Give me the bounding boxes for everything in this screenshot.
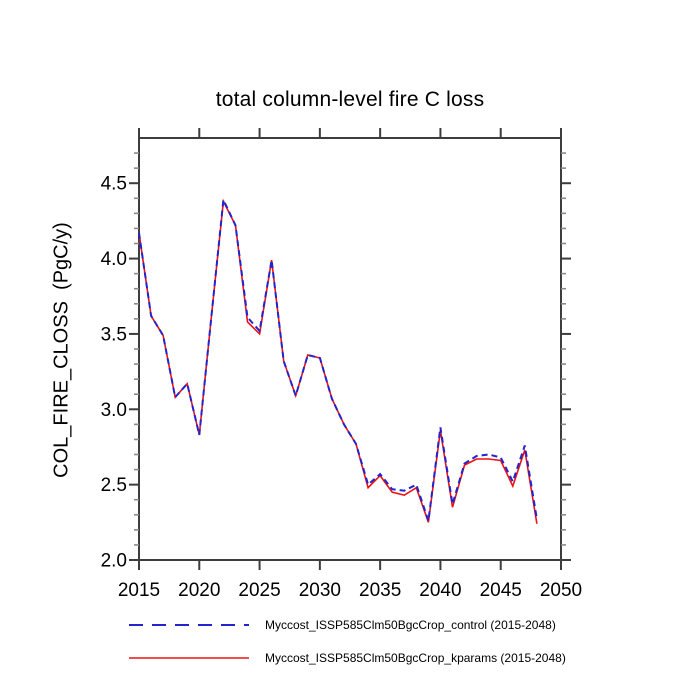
y-tick-label: 4.0: [101, 249, 127, 270]
x-tick-label: 2030: [299, 580, 341, 601]
legend-item-control: Myccost_ISSP585Clm50BgcCrop_control (201…: [128, 617, 556, 633]
x-tick-label: 2035: [359, 580, 401, 601]
y-tick-label: 4.5: [101, 174, 127, 195]
y-tick-label: 3.0: [101, 400, 127, 421]
plot-frame: [138, 137, 562, 561]
series-line-kparams: [138, 198, 538, 524]
y-tick-label: 3.5: [101, 324, 127, 345]
legend-label-control: Myccost_ISSP585Clm50BgcCrop_control (201…: [265, 618, 556, 632]
legend-label-kparams: Myccost_ISSP585Clm50BgcCrop_kparams (201…: [265, 651, 566, 665]
legend-line-dashed-blue: [129, 624, 249, 626]
y-tick-label: 2.5: [101, 475, 127, 496]
legend-line-solid-red: [129, 657, 249, 659]
y-tick-label: 2.0: [101, 551, 127, 572]
x-tick-label: 2045: [480, 580, 522, 601]
x-tick-label: 2025: [238, 580, 280, 601]
x-tick-label: 2050: [540, 580, 582, 601]
x-tick-label: 2020: [178, 580, 220, 601]
x-tick-label: 2040: [419, 580, 461, 601]
series-line-control: [138, 196, 538, 522]
x-tick-label: 2015: [118, 580, 160, 601]
legend-item-kparams: Myccost_ISSP585Clm50BgcCrop_kparams (201…: [128, 650, 566, 666]
chart-title: total column-level fire C loss: [215, 88, 485, 111]
